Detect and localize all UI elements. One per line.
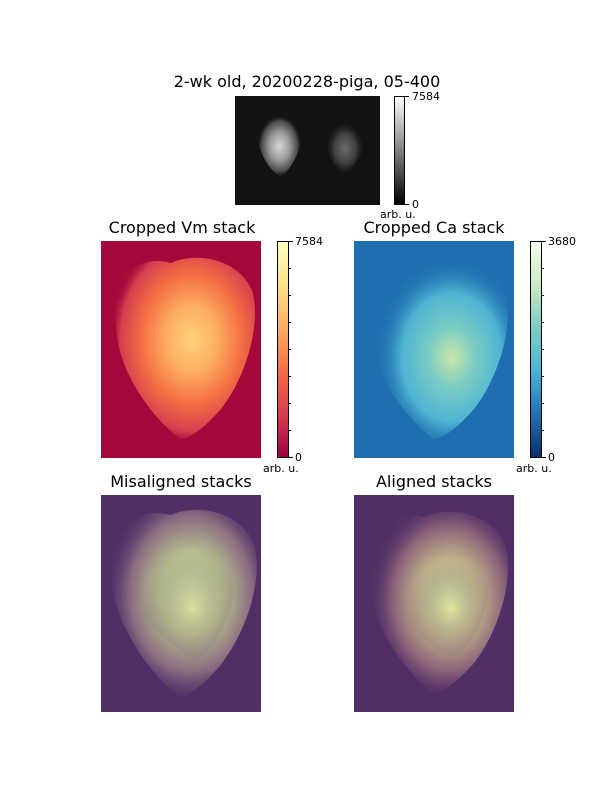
top-title: 2-wk old, 20200228-piga, 05-400 (173, 72, 441, 91)
vm-colorbar-minor-tick (289, 403, 291, 404)
vm-image (101, 241, 261, 458)
vm-colorbar-unit-label: arb. u. (263, 462, 299, 475)
vm-panel-title: Cropped Vm stack (108, 218, 256, 237)
ca-colorbar-tick-min (542, 457, 546, 458)
vm-colorbar-minor-tick (289, 376, 291, 377)
aligned-overlay-image (354, 495, 514, 712)
aligned-panel-title: Aligned stacks (375, 472, 493, 491)
aligned-inner-shape (390, 547, 489, 659)
raw-colorbar-max-label: 7584 (412, 90, 440, 103)
misaligned-panel-title: Misaligned stacks (110, 472, 252, 491)
ca-colorbar-minor-tick (542, 322, 544, 323)
vm-colorbar-minor-tick (289, 349, 291, 350)
ca-colorbar-minor-tick (542, 376, 544, 377)
raw-colorbar-min-label: 0 (412, 198, 419, 211)
ca-colorbar-max-label: 3680 (548, 235, 576, 248)
raw-colorbar-tick-min (405, 204, 409, 205)
vm-colorbar-minor-tick (289, 322, 291, 323)
vm-colorbar-min-label: 0 (295, 451, 302, 464)
raw-colorbar-tick-max (405, 96, 409, 97)
vm-colorbar-max-label: 7584 (295, 235, 323, 248)
vm-colorbar (277, 241, 289, 458)
vm-colorbar-tick-max (289, 241, 293, 242)
raw-colorbar-unit-label: arb. u. (380, 208, 416, 221)
vm-colorbar-minor-tick (289, 268, 291, 269)
vm-colorbar-minor-tick (289, 295, 291, 296)
misaligned-overlay-svg (110, 509, 257, 697)
ca-colorbar-unit-label: arb. u. (516, 462, 552, 475)
ca-panel-title: Cropped Ca stack (363, 218, 505, 237)
left-heart-shape (257, 114, 303, 178)
ca-colorbar-minor-tick (542, 430, 544, 431)
ca-colorbar-minor-tick (542, 268, 544, 269)
raw-colorbar (394, 96, 405, 205)
misaligned-inner-shape (131, 545, 234, 661)
raw-grayscale-image (235, 96, 380, 205)
ca-colorbar (530, 241, 542, 458)
vm-colorbar-tick-min (289, 457, 293, 458)
vm-heart-shape (114, 257, 255, 439)
vm-image-svg (114, 257, 255, 439)
ca-image (354, 241, 514, 458)
right-heart-shape (325, 121, 365, 176)
misaligned-overlay-image (101, 495, 261, 712)
ca-colorbar-minor-tick (542, 349, 544, 350)
ca-colorbar-min-label: 0 (548, 451, 555, 464)
raw-grayscale-svg (257, 114, 365, 178)
vm-colorbar-minor-tick (289, 430, 291, 431)
ca-colorbar-tick-max (542, 241, 546, 242)
ca-image-svg (367, 257, 508, 439)
aligned-overlay-svg (367, 511, 508, 693)
ca-heart-shape (367, 257, 508, 439)
ca-colorbar-minor-tick (542, 295, 544, 296)
ca-colorbar-minor-tick (542, 403, 544, 404)
